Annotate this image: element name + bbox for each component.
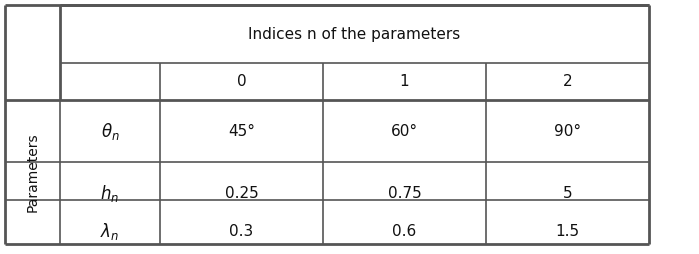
- Text: $\theta_n$: $\theta_n$: [101, 120, 120, 141]
- Text: $h_n$: $h_n$: [101, 183, 120, 203]
- Text: Parameters: Parameters: [25, 132, 40, 212]
- Text: 0.75: 0.75: [388, 185, 421, 200]
- Text: 5: 5: [563, 185, 572, 200]
- Text: $\lambda_n$: $\lambda_n$: [101, 220, 120, 242]
- Text: 2: 2: [563, 74, 572, 89]
- Text: 0.6: 0.6: [392, 224, 417, 239]
- Text: 1.5: 1.5: [556, 224, 579, 239]
- Text: 45°: 45°: [228, 123, 255, 138]
- Text: 60°: 60°: [391, 123, 418, 138]
- Text: Indices n of the parameters: Indices n of the parameters: [248, 26, 461, 41]
- Text: 90°: 90°: [554, 123, 581, 138]
- Text: 1: 1: [400, 74, 410, 89]
- Text: 0.3: 0.3: [229, 224, 254, 239]
- Text: 0: 0: [237, 74, 246, 89]
- Text: 0.25: 0.25: [224, 185, 259, 200]
